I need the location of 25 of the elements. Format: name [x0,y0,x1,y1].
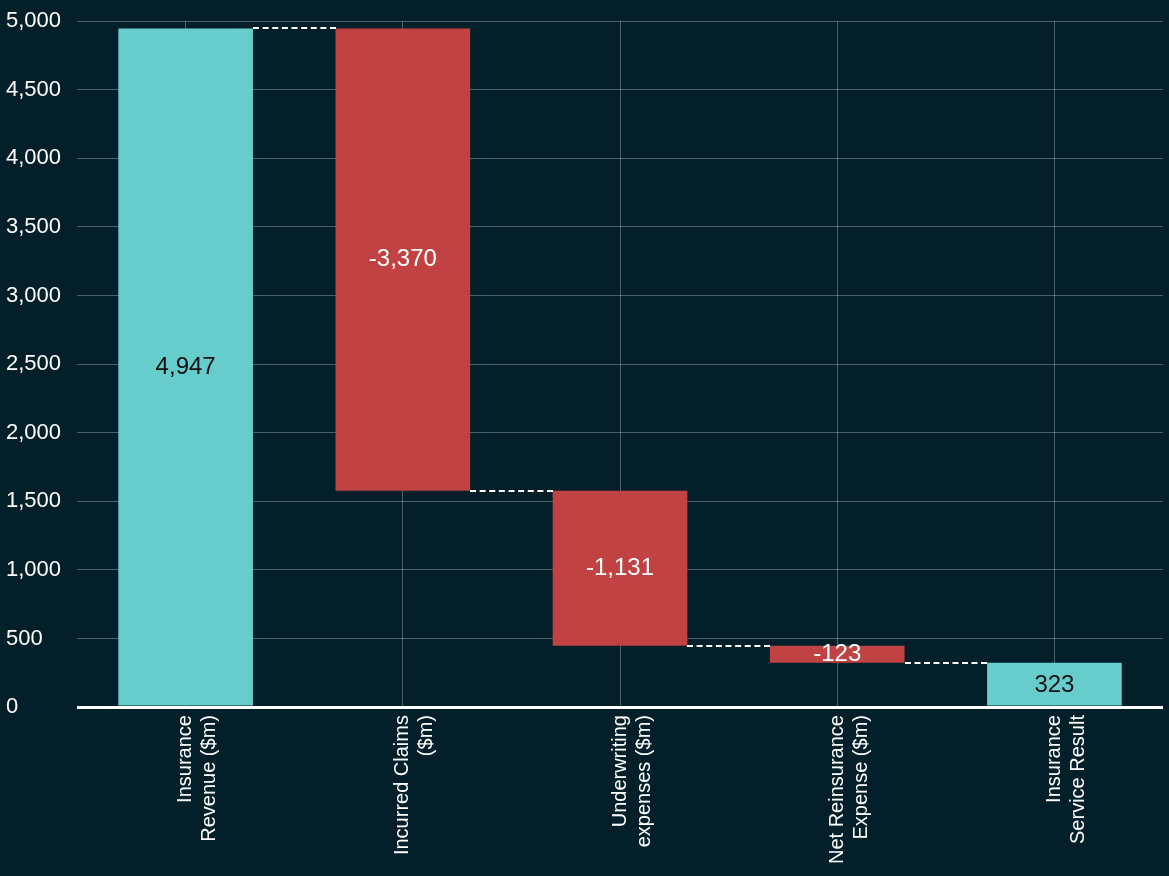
x-tick-label: Insurance Service Result [1041,714,1088,844]
data-label: -1,131 [586,552,655,580]
y-tick-label: 1,000 [6,555,62,581]
y-tick-label: 4,000 [6,144,62,170]
bar [987,662,1122,706]
y-tick-label: 500 [6,624,43,650]
data-label: 4,947 [155,352,216,380]
data-label: -123 [813,638,862,666]
x-tick-label: Net Reinsurance Expense ($m) [824,715,871,864]
x-tick-label: Incurred Claims ($m) [390,715,437,856]
y-tick-label: 2,000 [6,418,62,444]
bar [118,28,253,706]
y-tick-label: 3,500 [6,213,62,239]
y-tick-label: 2,500 [6,350,62,376]
y-tick-label: 4,500 [6,75,62,101]
x-tick-label: Insurance Revenue ($m) [173,715,220,842]
bar [552,490,688,646]
y-tick-label: 5,000 [6,7,62,33]
x-tick-label: Underwriting expenses ($m) [607,715,654,848]
bar [335,28,471,491]
y-tick-label: 1,500 [6,487,62,513]
data-label: -3,370 [368,244,437,272]
y-tick-label: 3,000 [6,281,62,307]
data-label: 323 [1034,669,1075,697]
y-tick-label: 0 [6,693,19,719]
